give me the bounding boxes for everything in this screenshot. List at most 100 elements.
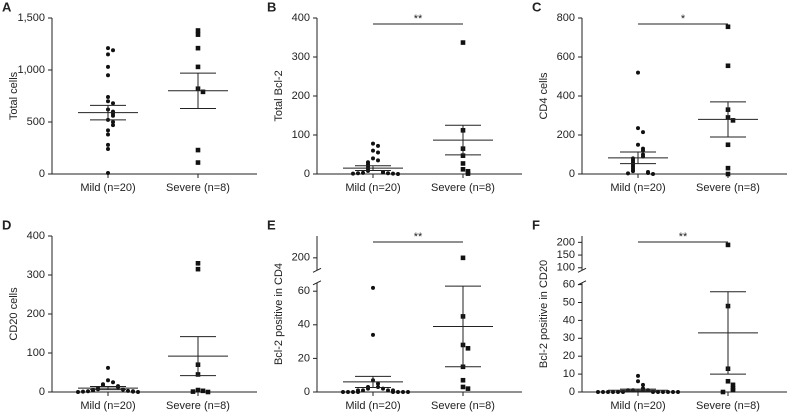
data-point bbox=[111, 113, 115, 118]
data-point bbox=[195, 28, 201, 33]
data-point bbox=[346, 390, 350, 394]
panel-letter: C bbox=[532, 0, 542, 14]
y-tick-label: 400 bbox=[292, 12, 310, 24]
y-tick-label: 1,500 bbox=[17, 12, 45, 24]
y-tick-label: 60 bbox=[298, 285, 310, 297]
x-tick-label: Severe (n=8) bbox=[696, 400, 760, 412]
data-point bbox=[111, 48, 115, 53]
data-point bbox=[376, 143, 380, 148]
axis-break bbox=[312, 280, 322, 286]
data-point bbox=[361, 170, 365, 175]
axis-break bbox=[577, 267, 587, 273]
data-point bbox=[371, 285, 375, 290]
data-point bbox=[460, 40, 466, 45]
y-tick-label: 300 bbox=[292, 51, 310, 63]
data-point bbox=[465, 346, 471, 351]
data-point bbox=[106, 170, 110, 175]
data-point bbox=[195, 387, 201, 393]
data-point bbox=[616, 390, 620, 394]
data-point bbox=[81, 389, 85, 394]
x-tick-label: Mild (n=20) bbox=[80, 400, 135, 412]
data-point bbox=[626, 171, 630, 176]
data-point bbox=[460, 384, 466, 390]
y-tick-label: 40 bbox=[563, 314, 575, 326]
y-axis-label: Total cells bbox=[8, 71, 20, 120]
data-point bbox=[725, 171, 731, 177]
y-tick-label: 100 bbox=[557, 262, 575, 274]
y-tick-label: 0 bbox=[569, 168, 575, 180]
y-tick-label: 1,000 bbox=[17, 64, 45, 76]
data-point bbox=[725, 378, 731, 384]
y-tick-label: 600 bbox=[557, 51, 575, 63]
data-point bbox=[401, 390, 405, 394]
data-point bbox=[725, 63, 731, 69]
data-point bbox=[636, 379, 640, 384]
data-point bbox=[596, 390, 600, 394]
data-point bbox=[356, 390, 360, 394]
data-point bbox=[460, 161, 466, 166]
data-point bbox=[356, 171, 360, 176]
panel: B Total Bcl-2 0 100 200 300 400 Mild (n=20) Seve… bbox=[267, 0, 522, 194]
panel: A Total cells 0 500 1,000 1,500 Mild (n=20) Sev… bbox=[2, 0, 257, 194]
data-point bbox=[636, 70, 640, 75]
y-tick-label: 0 bbox=[39, 386, 45, 398]
y-tick-label: 500 bbox=[27, 116, 45, 128]
data-point bbox=[376, 150, 380, 155]
data-point bbox=[611, 390, 615, 394]
data-point bbox=[641, 130, 645, 135]
data-point bbox=[666, 390, 670, 394]
data-point bbox=[101, 382, 105, 387]
x-tick-label: Severe (n=8) bbox=[431, 400, 495, 412]
x-tick-label: Mild (n=20) bbox=[80, 182, 135, 194]
data-point bbox=[391, 171, 395, 176]
data-point bbox=[725, 24, 731, 30]
data-point bbox=[636, 126, 640, 131]
y-tick-label: 10 bbox=[563, 368, 575, 380]
panel-letter: D bbox=[2, 217, 11, 232]
y-tick-label: 0 bbox=[569, 386, 575, 398]
panel-letter: F bbox=[532, 217, 540, 232]
axis-break bbox=[312, 267, 322, 273]
y-tick-label: 0 bbox=[39, 168, 45, 180]
data-point bbox=[106, 378, 110, 383]
data-point bbox=[111, 123, 115, 128]
x-tick-label: Mild (n=20) bbox=[345, 400, 400, 412]
panel-letter: A bbox=[2, 0, 12, 14]
data-point bbox=[376, 381, 380, 386]
data-point bbox=[111, 120, 115, 124]
data-point bbox=[381, 170, 385, 175]
data-point bbox=[725, 242, 731, 248]
data-point bbox=[195, 45, 201, 51]
x-tick-label: Severe (n=8) bbox=[166, 182, 230, 194]
data-point bbox=[376, 158, 380, 163]
data-point bbox=[460, 377, 466, 383]
panel-letter: E bbox=[267, 217, 276, 232]
data-point bbox=[126, 388, 130, 393]
data-point bbox=[651, 172, 655, 176]
data-point bbox=[106, 142, 110, 147]
data-point bbox=[351, 171, 355, 176]
data-point bbox=[606, 390, 610, 394]
y-tick-label: 300 bbox=[27, 269, 45, 281]
data-point bbox=[636, 373, 640, 378]
y-tick-label: 200 bbox=[557, 236, 575, 248]
x-tick-label: Mild (n=20) bbox=[610, 182, 665, 194]
x-tick-label: Severe (n=8) bbox=[696, 182, 760, 194]
data-point bbox=[106, 128, 110, 133]
y-tick-label: 60 bbox=[563, 278, 575, 290]
data-point bbox=[91, 388, 95, 393]
data-point bbox=[671, 390, 675, 394]
data-point bbox=[631, 169, 635, 174]
y-axis-label: CD4 cells bbox=[538, 72, 550, 120]
data-point bbox=[465, 386, 471, 391]
data-point bbox=[341, 390, 345, 394]
y-tick-label: 40 bbox=[298, 319, 310, 331]
significance-label: ** bbox=[679, 231, 688, 243]
data-point bbox=[371, 332, 375, 337]
data-point bbox=[195, 261, 201, 266]
data-point bbox=[111, 380, 115, 385]
panel: E Bcl-2 positive in CD4 0 20 40 60 200 Mild (n=… bbox=[267, 217, 522, 412]
y-tick-label: 400 bbox=[557, 90, 575, 102]
data-point bbox=[106, 132, 110, 137]
